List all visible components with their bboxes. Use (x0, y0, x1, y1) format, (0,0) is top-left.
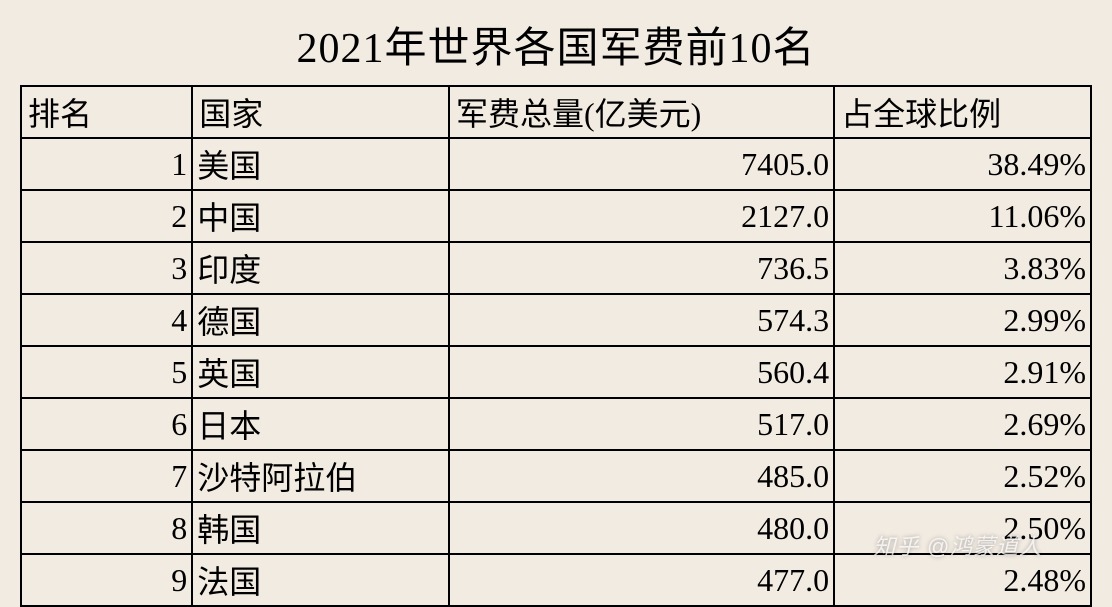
cell-percent: 2.50% (834, 502, 1091, 554)
cell-rank: 4 (21, 294, 192, 346)
table-header-row: 排名 国家 军费总量(亿美元) 占全球比例 (21, 86, 1091, 138)
table-body: 1 美国 7405.0 38.49% 2 中国 2127.0 11.06% 3 … (21, 138, 1091, 606)
cell-country: 法国 (192, 554, 449, 606)
cell-percent: 38.49% (834, 138, 1091, 190)
cell-percent: 2.69% (834, 398, 1091, 450)
military-spending-table: 排名 国家 军费总量(亿美元) 占全球比例 1 美国 7405.0 38.49%… (20, 85, 1092, 607)
cell-country: 中国 (192, 190, 449, 242)
cell-percent: 2.99% (834, 294, 1091, 346)
table-container: 2021年世界各国军费前10名 排名 国家 军费总量(亿美元) 占全球比例 1 … (0, 0, 1112, 607)
cell-country: 印度 (192, 242, 449, 294)
cell-rank: 2 (21, 190, 192, 242)
cell-rank: 6 (21, 398, 192, 450)
cell-percent: 2.52% (834, 450, 1091, 502)
cell-rank: 8 (21, 502, 192, 554)
cell-amount: 560.4 (449, 346, 834, 398)
cell-country: 美国 (192, 138, 449, 190)
cell-amount: 480.0 (449, 502, 834, 554)
table-row: 7 沙特阿拉伯 485.0 2.52% (21, 450, 1091, 502)
cell-amount: 7405.0 (449, 138, 834, 190)
cell-amount: 477.0 (449, 554, 834, 606)
table-row: 8 韩国 480.0 2.50% (21, 502, 1091, 554)
table-row: 2 中国 2127.0 11.06% (21, 190, 1091, 242)
cell-country: 英国 (192, 346, 449, 398)
cell-amount: 517.0 (449, 398, 834, 450)
header-country: 国家 (192, 86, 449, 138)
table-row: 3 印度 736.5 3.83% (21, 242, 1091, 294)
cell-country: 韩国 (192, 502, 449, 554)
cell-rank: 3 (21, 242, 192, 294)
table-row: 9 法国 477.0 2.48% (21, 554, 1091, 606)
cell-country: 德国 (192, 294, 449, 346)
page-title: 2021年世界各国军费前10名 (20, 8, 1092, 85)
cell-country: 日本 (192, 398, 449, 450)
table-row: 5 英国 560.4 2.91% (21, 346, 1091, 398)
table-row: 1 美国 7405.0 38.49% (21, 138, 1091, 190)
cell-amount: 736.5 (449, 242, 834, 294)
cell-percent: 2.91% (834, 346, 1091, 398)
cell-percent: 3.83% (834, 242, 1091, 294)
table-row: 6 日本 517.0 2.69% (21, 398, 1091, 450)
cell-rank: 7 (21, 450, 192, 502)
cell-rank: 1 (21, 138, 192, 190)
table-row: 4 德国 574.3 2.99% (21, 294, 1091, 346)
cell-percent: 2.48% (834, 554, 1091, 606)
header-amount: 军费总量(亿美元) (449, 86, 834, 138)
cell-percent: 11.06% (834, 190, 1091, 242)
cell-amount: 574.3 (449, 294, 834, 346)
cell-amount: 2127.0 (449, 190, 834, 242)
cell-country: 沙特阿拉伯 (192, 450, 449, 502)
cell-rank: 5 (21, 346, 192, 398)
header-rank: 排名 (21, 86, 192, 138)
cell-rank: 9 (21, 554, 192, 606)
header-percent: 占全球比例 (834, 86, 1091, 138)
cell-amount: 485.0 (449, 450, 834, 502)
